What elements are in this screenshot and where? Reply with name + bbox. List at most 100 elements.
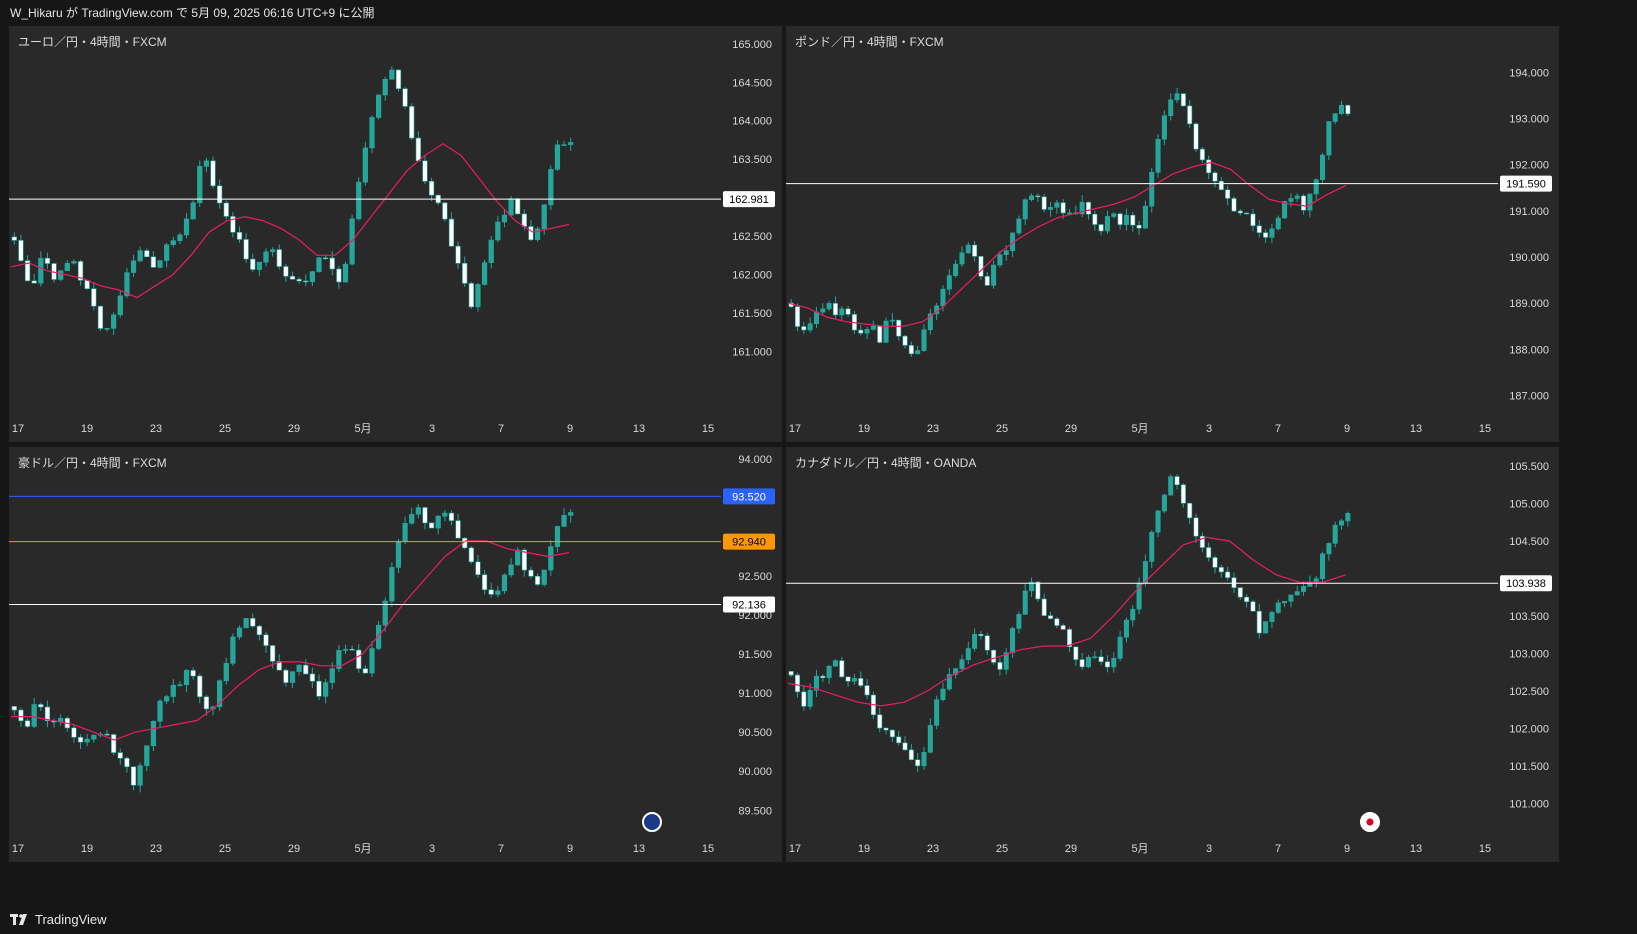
candle-down xyxy=(428,180,435,196)
candle-up xyxy=(826,665,832,679)
candle-up xyxy=(1123,619,1129,638)
candle-up xyxy=(1149,531,1155,562)
candle-up xyxy=(1320,154,1326,180)
candle-down xyxy=(528,569,534,577)
candle-up xyxy=(839,308,845,316)
chart-panel-cadjpy[interactable]: 105.500 105.000 104.500 103.500 103.000 102.5… xyxy=(786,447,1559,862)
x-tick-label: 5月 xyxy=(354,843,371,855)
candle-down xyxy=(1098,656,1104,663)
candle-down xyxy=(409,106,415,139)
x-tick-label: 5月 xyxy=(1131,423,1148,435)
x-tick-label: 13 xyxy=(1410,423,1422,435)
candle-down xyxy=(1206,159,1212,174)
candle-down xyxy=(845,676,851,682)
tradingview-logo[interactable]: TradingView xyxy=(10,912,107,927)
canada-flag-icon[interactable] xyxy=(1360,812,1380,832)
candle-down xyxy=(303,664,309,675)
candle-up xyxy=(1111,213,1117,217)
candle-down xyxy=(402,88,408,107)
candle-up xyxy=(342,648,349,651)
candle-down xyxy=(1250,213,1256,227)
y-tick-label: 90.000 xyxy=(738,766,772,778)
candle-down xyxy=(1256,225,1262,233)
candle-down xyxy=(475,561,481,575)
candle-down xyxy=(1066,629,1073,648)
candle-down xyxy=(997,662,1003,670)
candle-down xyxy=(877,714,883,729)
candle-up xyxy=(256,261,263,270)
candle-down xyxy=(223,202,229,217)
candle-up xyxy=(1320,553,1326,580)
candle-up xyxy=(1282,600,1288,604)
y-tick-label: 89.500 xyxy=(738,805,772,817)
candle-down xyxy=(144,250,150,258)
candle-down xyxy=(1199,535,1205,548)
candle-up xyxy=(170,240,176,246)
candle-up xyxy=(117,295,123,316)
candle-down xyxy=(889,729,895,738)
candle-down xyxy=(18,240,24,261)
candle-up xyxy=(534,228,541,241)
candle-down xyxy=(1079,659,1085,668)
candle-down xyxy=(24,720,31,727)
candle-up xyxy=(851,678,857,682)
price-label-box xyxy=(723,488,775,505)
chart-panel-audjpy[interactable]: 94.000 92.500 92.000 91.500 91.000 90.500 90.0… xyxy=(9,447,782,862)
y-tick-label: 105.500 xyxy=(1509,461,1549,473)
australia-flag-icon[interactable] xyxy=(642,812,662,832)
candle-down xyxy=(1035,195,1041,198)
candle-up xyxy=(38,257,44,284)
candle-up xyxy=(554,526,561,547)
candle-up xyxy=(1054,202,1060,208)
candle-up xyxy=(554,144,561,170)
candle-up xyxy=(965,648,971,660)
tradingview-logo-icon xyxy=(10,913,27,925)
candle-down xyxy=(1117,213,1123,225)
candle-up xyxy=(1263,621,1269,634)
candle-up xyxy=(807,690,813,707)
candle-down xyxy=(984,635,990,651)
x-tick-label: 29 xyxy=(1065,843,1077,855)
candle-down xyxy=(71,727,77,738)
candle-up xyxy=(1016,614,1022,629)
chart-panel-eurjpy[interactable]: 165.000164.500164.000163.500163.000162.5… xyxy=(9,26,782,442)
candle-down xyxy=(276,249,282,267)
candle-up xyxy=(1149,171,1155,207)
candle-down xyxy=(1250,601,1256,612)
candle-down xyxy=(788,671,794,676)
candle-down xyxy=(1187,105,1193,125)
candle-down xyxy=(124,757,130,768)
candle-up xyxy=(369,117,375,149)
chart-svg-audjpy: 94.000 92.500 92.000 91.500 91.000 90.500 90.0… xyxy=(9,454,775,855)
candle-up xyxy=(475,284,481,308)
candle-up xyxy=(1174,93,1180,101)
candle-down xyxy=(820,675,826,679)
chart-panel-gbpjpy[interactable]: 194.000 193.000 192.000 191.000 190.000 189.0… xyxy=(786,26,1559,442)
candle-down xyxy=(978,256,984,277)
candle-up xyxy=(1338,104,1345,114)
candle-down xyxy=(908,749,914,761)
candle-down xyxy=(283,266,289,277)
candle-up xyxy=(953,668,959,675)
candle-up xyxy=(1301,586,1307,592)
candle-up xyxy=(1269,228,1275,238)
candle-up xyxy=(349,218,355,265)
chart-svg-gbpjpy: 194.000 193.000 192.000 191.000 190.000 189.0… xyxy=(786,67,1552,435)
y-tick-label: 165.000 xyxy=(732,39,772,51)
candle-up xyxy=(921,329,927,351)
candle-up xyxy=(91,734,97,740)
y-tick-label: 105.000 xyxy=(1509,499,1549,511)
candle-up xyxy=(1326,121,1332,156)
candle-down xyxy=(915,759,921,767)
candle-down xyxy=(1054,618,1060,626)
candle-up xyxy=(1003,652,1009,670)
candle-up xyxy=(820,308,826,313)
candle-down xyxy=(1180,93,1186,107)
candle-up xyxy=(389,567,395,602)
candle-down xyxy=(31,280,37,284)
candle-up xyxy=(64,262,70,271)
candle-up xyxy=(170,684,176,697)
candle-down xyxy=(256,625,263,636)
candle-down xyxy=(270,645,276,662)
candle-down xyxy=(276,661,282,671)
